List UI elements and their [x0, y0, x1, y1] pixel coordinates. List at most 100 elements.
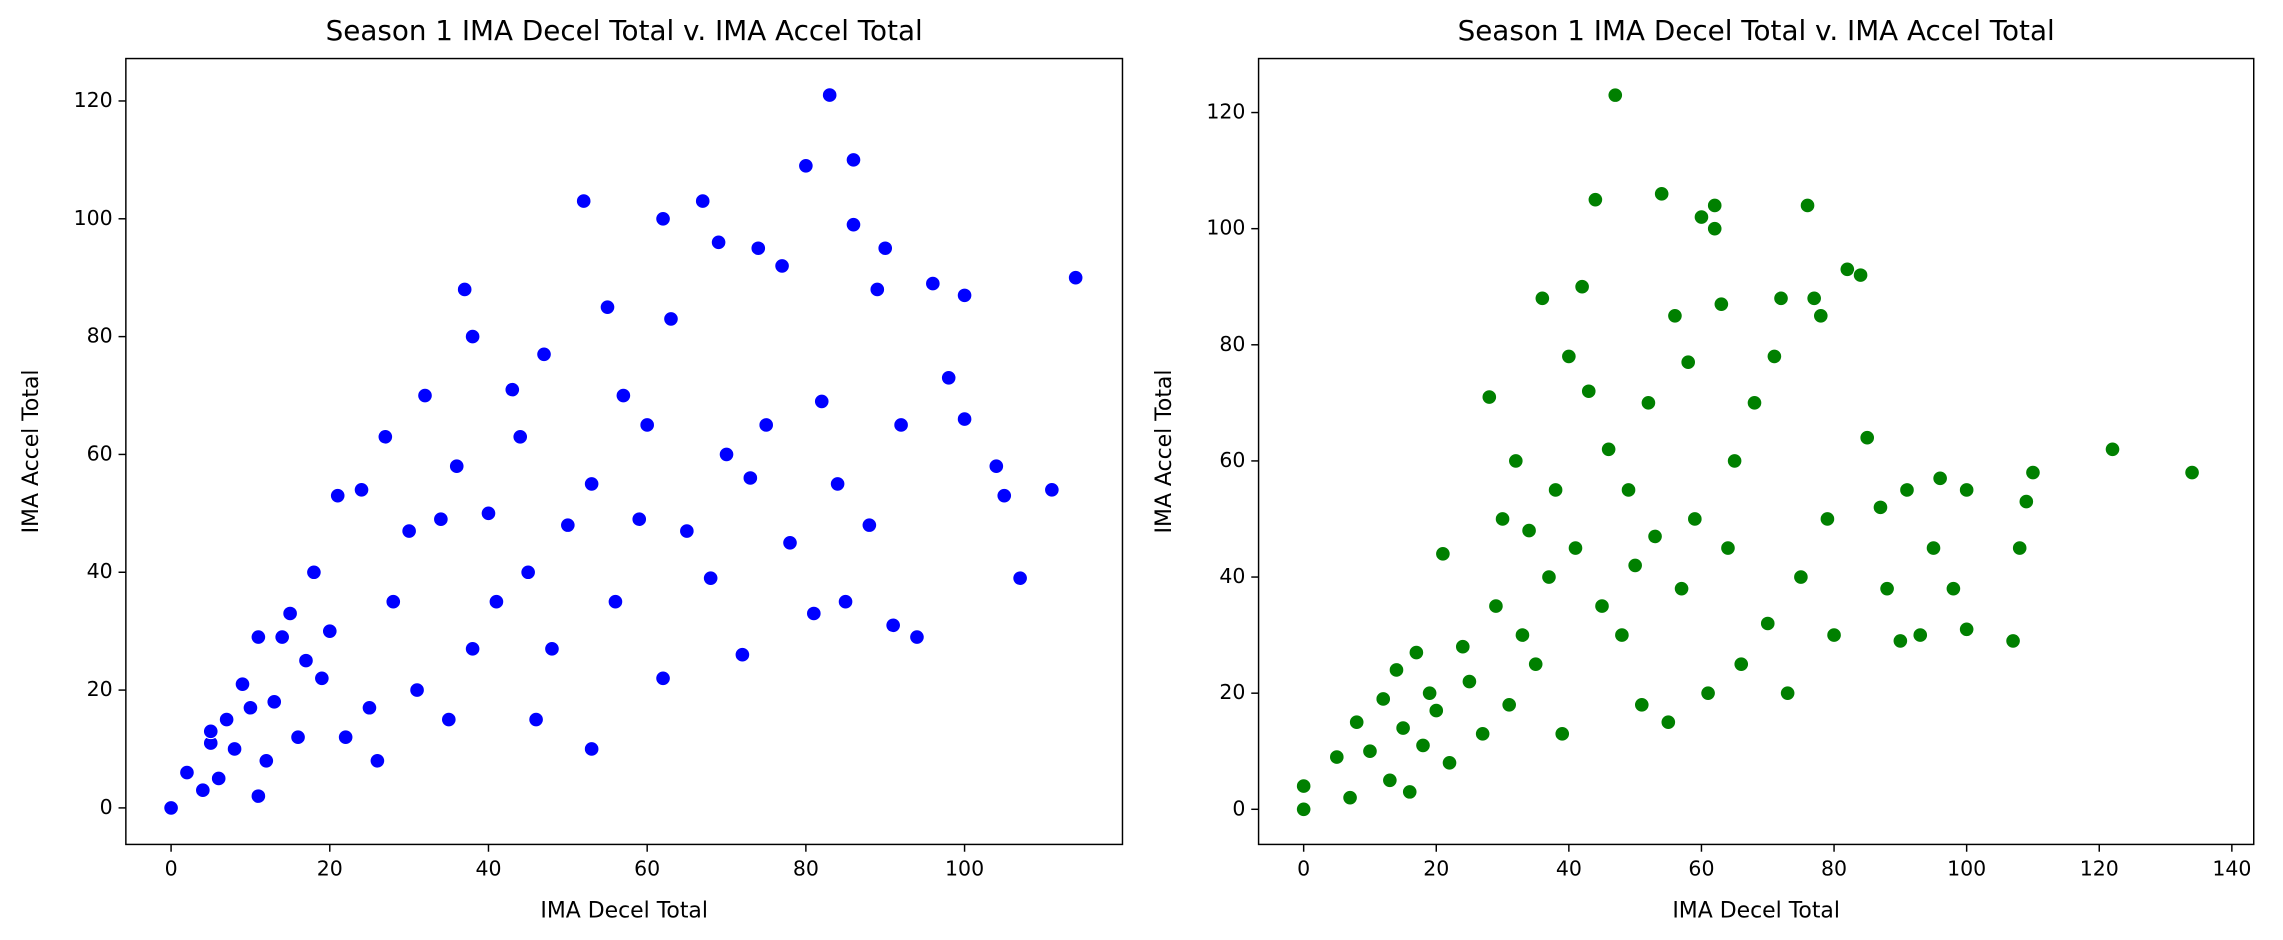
- x-tick-label: 20: [317, 856, 343, 880]
- point: [1899, 482, 1915, 498]
- point: [1574, 278, 1590, 295]
- point: [544, 641, 560, 657]
- point: [1680, 354, 1697, 371]
- x-tick-label: 40: [475, 856, 501, 880]
- point: [655, 210, 671, 227]
- point: [480, 505, 497, 522]
- point: [1514, 627, 1531, 643]
- point: [742, 470, 759, 486]
- point: [1408, 644, 1425, 661]
- axes-frame: [1257, 57, 2255, 846]
- x-tick-label: 0: [1297, 856, 1310, 880]
- point: [504, 381, 521, 398]
- plot-area: [125, 58, 1123, 845]
- y-tick-label: 60: [87, 441, 113, 465]
- y-tick-label: 40: [1219, 564, 1245, 588]
- point: [1594, 598, 1610, 614]
- point: [1527, 656, 1544, 672]
- point: [1587, 191, 1604, 208]
- point: [1295, 778, 1312, 794]
- point: [1826, 627, 1842, 643]
- point: [1779, 685, 1796, 702]
- point: [1501, 696, 1518, 713]
- point: [401, 523, 417, 539]
- point: [1614, 627, 1630, 643]
- point: [663, 311, 679, 327]
- point: [1793, 569, 1809, 585]
- x-tick-label: 40: [1556, 856, 1582, 880]
- point: [798, 157, 814, 174]
- point: [710, 234, 727, 251]
- y-axis-label: IMA Accel Total: [1152, 370, 1177, 534]
- point: [655, 670, 671, 687]
- point: [1461, 673, 1478, 690]
- point: [1667, 307, 1683, 324]
- point: [226, 741, 243, 757]
- point: [837, 593, 854, 610]
- point: [1627, 557, 1643, 574]
- point: [845, 216, 862, 233]
- y-tick-label: 60: [1219, 448, 1245, 472]
- y-tick-label: 0: [100, 795, 113, 819]
- point: [1044, 481, 1060, 498]
- point: [361, 699, 378, 716]
- x-axis-label: IMA Decel Total: [1672, 899, 1840, 924]
- point: [893, 417, 909, 433]
- axes-frame: [125, 57, 1124, 846]
- point: [1541, 569, 1557, 585]
- point: [1348, 714, 1365, 731]
- point: [813, 393, 830, 410]
- point: [179, 764, 195, 781]
- point: [1879, 580, 1895, 597]
- point: [1507, 453, 1524, 469]
- y-tick-label: 100: [74, 206, 113, 230]
- point: [1421, 685, 1438, 702]
- x-tick-label: 140: [2212, 856, 2251, 880]
- point: [1580, 383, 1597, 400]
- point: [639, 417, 656, 433]
- point: [1773, 290, 1789, 307]
- point: [2025, 464, 2041, 481]
- point: [1660, 714, 1677, 731]
- point: [369, 752, 386, 769]
- point: [1812, 307, 1829, 324]
- point: [1567, 540, 1584, 556]
- point: [1375, 691, 1392, 707]
- point: [218, 711, 235, 728]
- point: [1633, 696, 1650, 713]
- point: [298, 652, 314, 669]
- point: [1892, 633, 1909, 649]
- point: [782, 534, 798, 551]
- point: [1806, 290, 1822, 307]
- point: [925, 275, 941, 292]
- y-tick-label: 0: [1232, 796, 1245, 820]
- point: [996, 487, 1013, 504]
- point: [464, 328, 481, 345]
- y-tick-label: 20: [87, 677, 113, 701]
- point: [1958, 621, 1975, 638]
- point: [282, 605, 298, 622]
- point: [1759, 615, 1776, 632]
- point: [250, 788, 267, 804]
- point: [385, 593, 402, 610]
- point: [1706, 220, 1723, 237]
- x-tick-label: 100: [945, 856, 984, 880]
- point: [194, 782, 211, 799]
- point: [2018, 493, 2035, 510]
- point: [464, 641, 481, 657]
- point: [321, 623, 338, 639]
- point: [1547, 482, 1564, 498]
- point: [1706, 197, 1723, 214]
- point: [1342, 789, 1358, 806]
- point: [1521, 522, 1537, 539]
- point: [1819, 511, 1836, 527]
- y-tick-label: 40: [87, 559, 113, 583]
- point: [1401, 784, 1418, 800]
- point: [337, 729, 354, 746]
- point: [1561, 348, 1577, 365]
- point: [1945, 580, 1962, 597]
- point: [488, 593, 505, 610]
- chart-title: Season 1 IMA Decel Total v. IMA Accel To…: [1458, 14, 2055, 47]
- point: [750, 240, 767, 257]
